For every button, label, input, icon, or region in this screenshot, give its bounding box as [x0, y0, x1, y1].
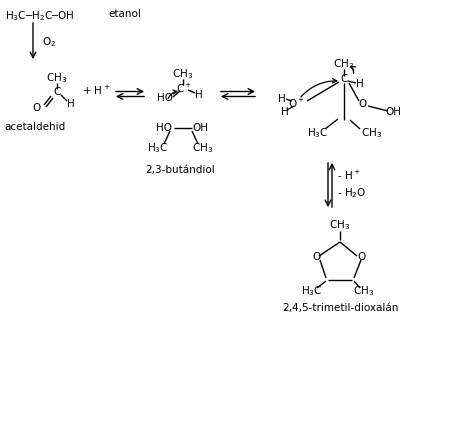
- Text: O: O: [357, 252, 365, 262]
- FancyArrowPatch shape: [300, 79, 336, 97]
- Text: OH: OH: [384, 107, 400, 117]
- Text: H: H: [195, 90, 202, 100]
- Text: HO: HO: [157, 93, 172, 103]
- Text: H: H: [67, 99, 75, 109]
- Text: H: H: [355, 79, 363, 89]
- Text: 2,3-butándiol: 2,3-butándiol: [145, 165, 214, 175]
- Text: H$_3$C: H$_3$C: [301, 284, 322, 298]
- Text: O: O: [312, 252, 320, 262]
- Text: CH$_3$: CH$_3$: [333, 57, 354, 71]
- Text: H$_3$C─H$_2$C─OH: H$_3$C─H$_2$C─OH: [5, 9, 74, 23]
- FancyArrowPatch shape: [168, 90, 177, 99]
- Text: CH$_3$: CH$_3$: [46, 71, 67, 85]
- Text: acetaldehid: acetaldehid: [4, 122, 65, 132]
- Text: O: O: [33, 103, 41, 113]
- Text: CH$_3$: CH$_3$: [353, 284, 374, 298]
- Text: O$^+$: O$^+$: [288, 96, 305, 110]
- Text: 2,4,5-trimetil-dioxalán: 2,4,5-trimetil-dioxalán: [281, 303, 397, 313]
- Text: CH$_3$: CH$_3$: [329, 218, 350, 232]
- Text: O: O: [358, 99, 366, 109]
- Text: HO: HO: [156, 123, 172, 133]
- Text: H: H: [278, 94, 285, 104]
- Text: - H$^+$: - H$^+$: [336, 168, 360, 181]
- Text: CH$_3$: CH$_3$: [361, 126, 382, 140]
- Text: H$_3$C: H$_3$C: [307, 126, 328, 140]
- FancyArrowPatch shape: [350, 67, 355, 73]
- Text: + H$^+$: + H$^+$: [81, 83, 110, 96]
- Text: O$_2$: O$_2$: [42, 35, 56, 49]
- Text: etanol: etanol: [108, 9, 141, 19]
- Text: C$^+$: C$^+$: [176, 82, 192, 95]
- Text: H$_3$C: H$_3$C: [147, 141, 168, 155]
- Text: H: H: [281, 107, 288, 117]
- Text: CH$_3$: CH$_3$: [172, 67, 193, 81]
- Text: CH$_3$: CH$_3$: [192, 141, 213, 155]
- Text: C: C: [339, 74, 347, 84]
- Text: OH: OH: [192, 123, 207, 133]
- Text: - H$_2$O: - H$_2$O: [336, 186, 366, 200]
- Text: C: C: [53, 87, 61, 97]
